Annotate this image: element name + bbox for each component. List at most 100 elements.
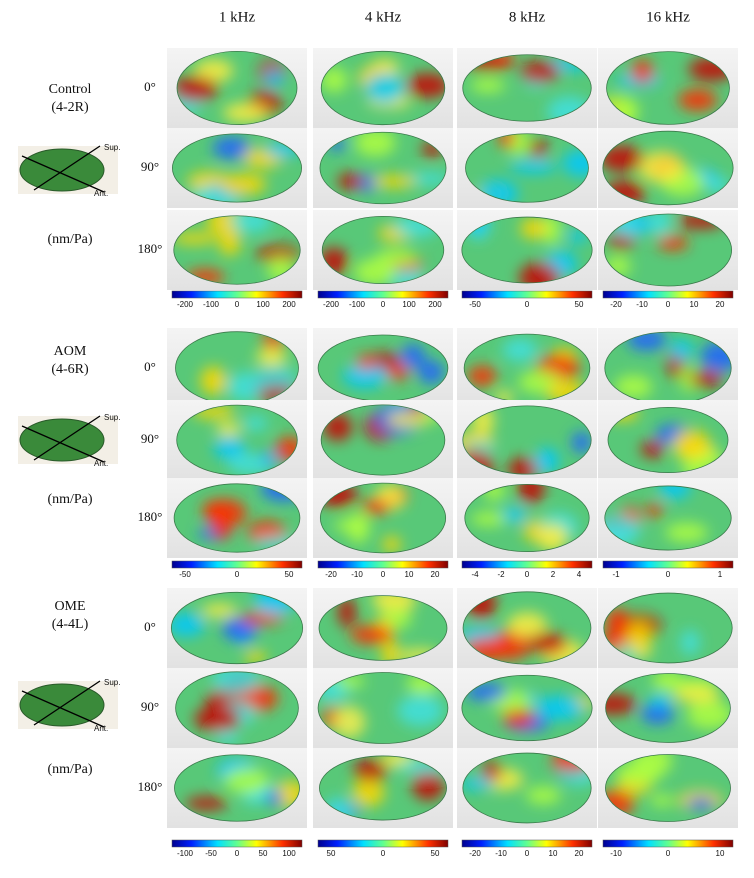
- blob: [658, 485, 691, 500]
- blob: [253, 366, 297, 389]
- surface: [604, 485, 732, 551]
- blob: [194, 59, 234, 82]
- blob: [353, 758, 388, 782]
- blob: [538, 524, 568, 552]
- colorbar-tick-label: 100: [402, 300, 416, 309]
- blob: [405, 73, 445, 98]
- blob: [687, 700, 731, 730]
- blob: [359, 174, 377, 193]
- blob: [213, 436, 246, 460]
- blob: [502, 338, 538, 362]
- blob: [507, 457, 539, 475]
- blob: [404, 172, 447, 186]
- surface-blobs: [323, 404, 444, 441]
- surface: [174, 754, 300, 822]
- colorbar: [602, 839, 734, 848]
- colorbar-tick-label: 0: [235, 300, 240, 309]
- surface-outline: [170, 591, 304, 665]
- surface-outline: [176, 404, 298, 476]
- blob: [342, 363, 387, 389]
- blob: [507, 612, 548, 638]
- colorbar-tick-label: -10: [610, 849, 622, 858]
- surface: [605, 673, 731, 743]
- surface-outline: [318, 595, 448, 661]
- group-sample: (4-4L): [52, 617, 89, 632]
- icon-disc: [19, 683, 105, 727]
- icon-sup: Sup.: [104, 143, 120, 152]
- column-header: 8 kHz: [509, 9, 546, 25]
- colorbar-tick-label: -200: [177, 300, 194, 309]
- icon-axis: [33, 680, 101, 726]
- icon-sup: Sup.: [104, 678, 120, 687]
- blob: [614, 374, 653, 399]
- angle-label: 0°: [144, 359, 156, 374]
- surface: [318, 672, 448, 744]
- blob: [371, 595, 417, 613]
- surface: [171, 592, 303, 664]
- unit: (nm/Pa): [47, 492, 92, 507]
- colorbar-tick-label: 20: [575, 849, 584, 858]
- surface-blobs: [602, 145, 730, 205]
- surface-blobs: [605, 673, 731, 730]
- colorbar-tick-label: 50: [285, 570, 294, 579]
- colorbar-tick-label: 100: [282, 849, 296, 858]
- colorbar-tick-label: 100: [256, 300, 270, 309]
- surface-outline: [462, 405, 592, 475]
- group-name: AOM: [54, 344, 87, 359]
- unit: (nm/Pa): [47, 232, 92, 247]
- blob: [215, 422, 242, 436]
- blob: [652, 673, 684, 692]
- blob: [263, 68, 285, 87]
- angle-label: 0°: [144, 619, 156, 634]
- colorbar-tick-label: -20: [610, 300, 622, 309]
- blob: [227, 372, 264, 402]
- colorbar-tick-label: -50: [179, 570, 191, 579]
- blob: [470, 78, 506, 93]
- blob: [224, 767, 269, 794]
- blob: [397, 694, 444, 727]
- surface-outline: [319, 755, 447, 821]
- blob: [481, 761, 502, 781]
- blob: [678, 89, 718, 112]
- blob: [385, 412, 430, 428]
- colorbar-tick-label: 200: [428, 300, 442, 309]
- blob: [630, 59, 654, 84]
- blob: [371, 175, 417, 188]
- blob: [637, 151, 685, 183]
- blob: [536, 695, 584, 721]
- surface-outline: [602, 130, 734, 206]
- surface-outline: [461, 216, 593, 284]
- colorbar-tick-label: 50: [259, 849, 268, 858]
- blob: [337, 173, 363, 190]
- group-name: OME: [54, 599, 85, 614]
- colorbar: [317, 560, 449, 569]
- colorbar: [317, 839, 449, 848]
- surface: [603, 593, 733, 663]
- blob: [176, 75, 219, 102]
- surface: [319, 755, 447, 821]
- colorbar: [171, 560, 303, 569]
- surface-blobs: [605, 754, 724, 817]
- blob: [673, 687, 721, 704]
- blob: [527, 632, 567, 655]
- blob: [361, 498, 391, 515]
- blob: [626, 621, 652, 653]
- blob: [571, 431, 592, 454]
- icon-disc: [19, 148, 105, 192]
- colorbar-tick-label: 0: [525, 849, 530, 858]
- colorbar-tick-label: 0: [235, 570, 240, 579]
- blob: [605, 693, 636, 715]
- surface: [465, 133, 589, 203]
- blob: [418, 360, 445, 385]
- colorbar: [461, 560, 593, 569]
- surface-outline: [317, 672, 449, 744]
- colorbar-tick-label: 50: [431, 849, 440, 858]
- surface: [602, 131, 734, 205]
- blob: [173, 232, 218, 245]
- blob: [227, 453, 274, 475]
- colorbar-tick-label: 10: [716, 849, 725, 858]
- blob: [640, 703, 675, 725]
- surface: [604, 332, 732, 404]
- blob: [332, 706, 366, 738]
